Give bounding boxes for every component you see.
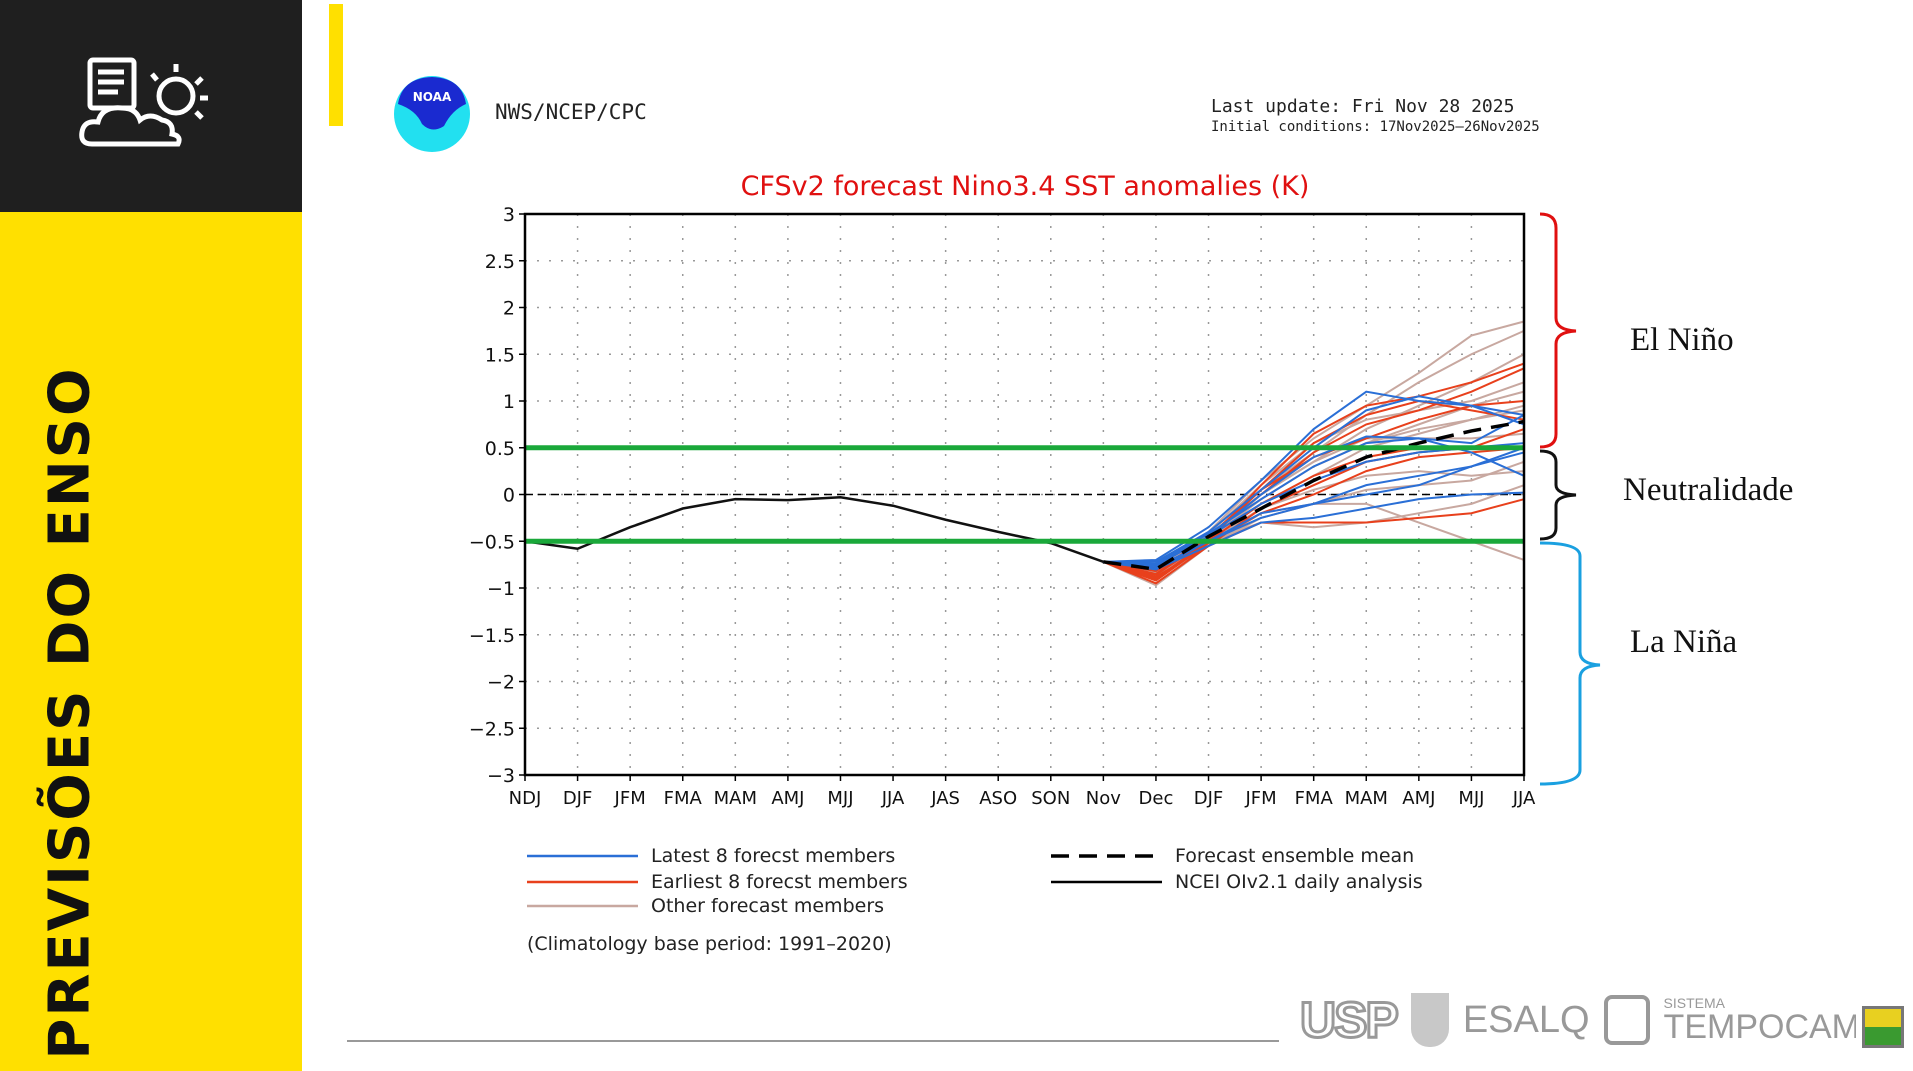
earliest-member-line (1103, 399, 1525, 576)
tempocampo-logo: SISTEMA TEMPOCAMPO (1664, 996, 1856, 1044)
sidebar-header (0, 0, 302, 212)
y-tick-label: −2 (487, 672, 515, 694)
last-update: Last update: Fri Nov 28 2025 (1211, 96, 1515, 117)
accent-bar (329, 4, 343, 126)
plot-frame (523, 212, 1526, 777)
x-tick-label: MAM (714, 788, 757, 809)
sidebar: PREVISÕES DO ENSO (0, 0, 302, 1071)
legend-label: NCEI OIv2.1 daily analysis (1175, 871, 1423, 893)
svg-text:NOAA: NOAA (413, 90, 452, 104)
neutral-label: Neutralidade (1623, 472, 1794, 508)
agency-label: NWS/NCEP/CPC (495, 100, 647, 124)
observed-line (524, 496, 1104, 563)
x-tick-label: SON (1031, 788, 1070, 809)
legend-label: Latest 8 forecst members (651, 845, 895, 867)
chart-title: CFSv2 forecast Nino3.4 SST anomalies (K) (741, 171, 1310, 202)
footer-logos: USP ESALQ SISTEMA TEMPOCAMPO (1299, 990, 1856, 1050)
legend-label: Forecast ensemble mean (1175, 845, 1414, 867)
latest-member-line (1103, 390, 1525, 563)
legend-label: Earliest 8 forecst members (651, 871, 908, 893)
tempocampo-icon (1603, 995, 1650, 1045)
y-tick-label: 3 (503, 204, 515, 226)
x-tick-label: NDJ (509, 788, 542, 809)
climatology-footnote: (Climatology base period: 1991–2020) (527, 933, 892, 955)
noaa-logo: NOAA (394, 76, 470, 152)
x-tick-label: AMJ (1402, 788, 1435, 809)
x-tick-label: DJF (1194, 788, 1224, 809)
x-tick-label: ASO (979, 788, 1017, 809)
weather-report-icon (79, 57, 208, 147)
earliest-member-line (1103, 446, 1525, 582)
x-tick-label: JAS (930, 788, 960, 809)
x-tick-label: JFM (1245, 788, 1277, 809)
la-nina-label: La Niña (1630, 624, 1738, 660)
usp-logo: USP (1299, 991, 1401, 1050)
x-tick-label: FMA (1295, 788, 1334, 809)
latest-member-line (1103, 414, 1525, 565)
y-tick-label: −3 (487, 765, 515, 787)
x-tick-label: FMA (664, 788, 703, 809)
y-tick-label: 2.5 (485, 251, 515, 273)
el-nino-bracket (1539, 212, 1577, 449)
x-tick-label: DJF (563, 788, 593, 809)
y-tick-label: −0.5 (469, 531, 515, 553)
x-tick-label: MAM (1345, 788, 1388, 809)
initial-conditions: Initial conditions: 17Nov2025–26Nov2025 (1211, 119, 1540, 135)
other-member-line (1103, 470, 1525, 578)
earliest-member-line (1103, 400, 1525, 576)
y-tick-label: 0 (503, 485, 515, 507)
la-nina-bracket (1539, 541, 1601, 786)
tempocampo-badge-icon (1862, 1006, 1904, 1048)
el-nino-label: El Niño (1630, 322, 1734, 358)
esalq-logo: ESALQ (1462, 998, 1590, 1041)
x-tick-label: JFM (614, 788, 646, 809)
earliest-member-line (1102, 498, 1525, 585)
y-tick-label: 1.5 (485, 344, 515, 366)
footer-divider (347, 1040, 1279, 1042)
y-tick-label: 1 (503, 391, 515, 413)
ensemble-mean-line (1103, 419, 1525, 572)
y-tick-label: −2.5 (469, 718, 515, 740)
latest-member-line (1103, 491, 1525, 571)
tempocampo-sistema: SISTEMA (1663, 995, 1726, 1011)
tempocampo-name: TEMPOCAMPO (1663, 1010, 1856, 1044)
esalq-crest-icon (1410, 993, 1449, 1047)
x-tick-label: Dec (1139, 788, 1174, 809)
y-tick-label: 0.5 (485, 438, 515, 460)
other-member-line (1103, 329, 1525, 573)
y-tick-label: −1.5 (469, 625, 515, 647)
neutral-bracket (1539, 449, 1577, 541)
legend-label: Other forecast members (651, 895, 884, 917)
x-tick-label: AMJ (771, 788, 804, 809)
y-tick-label: 2 (503, 298, 515, 320)
x-tick-label: Nov (1086, 788, 1121, 809)
x-tick-label: MJJ (1458, 788, 1484, 809)
x-tick-label: MJJ (827, 788, 853, 809)
x-tick-label: JJA (1512, 788, 1536, 809)
y-tick-label: −1 (487, 578, 515, 600)
x-tick-label: JJA (881, 788, 905, 809)
